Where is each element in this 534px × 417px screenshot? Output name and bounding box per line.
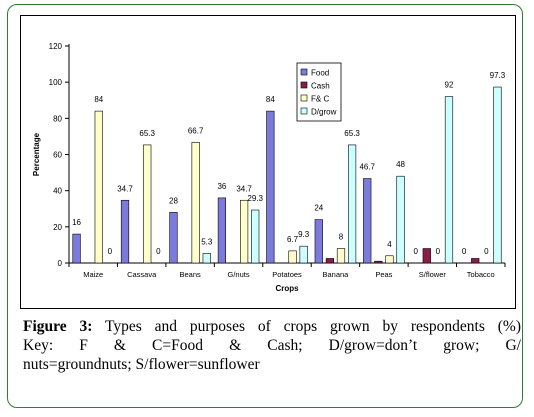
bar xyxy=(299,245,308,264)
data-label: 65.3 xyxy=(344,129,360,138)
bar xyxy=(217,197,227,264)
legend-label: D/grow xyxy=(311,108,337,117)
chart-box: 0 20 40 60 80 100 120 Maize Cassava Beans G/nuts Po… xyxy=(20,15,516,309)
bar xyxy=(444,96,454,264)
figure-frame: 0 20 40 60 80 100 120 Maize Cassava Beans G/nuts Po… xyxy=(7,4,523,408)
bar xyxy=(493,86,502,264)
y-tick-label: 0 xyxy=(58,259,63,268)
data-label: 34.7 xyxy=(236,184,252,193)
data-label: 36 xyxy=(217,182,226,191)
bar xyxy=(347,144,357,264)
caption-title: Types and purposes of crops grown by res… xyxy=(104,318,521,335)
data-label: 0 xyxy=(436,247,441,256)
bar xyxy=(143,144,152,264)
legend-label: F& C xyxy=(311,95,329,104)
figure-label: Figure 3: xyxy=(23,318,93,335)
data-label: 9.3 xyxy=(298,230,310,239)
y-tick-label: 40 xyxy=(53,187,62,196)
data-label: 24 xyxy=(314,204,323,213)
data-label: 92 xyxy=(445,81,454,90)
bar xyxy=(363,178,372,264)
data-label: 0 xyxy=(108,247,113,256)
data-label: 34.7 xyxy=(117,184,133,193)
y-axis-title: Percentage xyxy=(32,132,41,176)
bar xyxy=(288,250,297,264)
legend-label: Food xyxy=(311,69,329,78)
y-tick-label: 100 xyxy=(49,78,63,87)
data-label: 65.3 xyxy=(139,129,155,138)
data-label: 46.7 xyxy=(359,163,375,172)
bar xyxy=(314,219,323,264)
data-label: 84 xyxy=(266,95,275,104)
data-label: 16 xyxy=(72,218,81,227)
bar xyxy=(251,209,260,264)
bar xyxy=(422,248,431,264)
data-label: 8 xyxy=(339,233,344,242)
data-label: 84 xyxy=(94,95,103,104)
x-tick-label: Maize xyxy=(83,270,103,279)
bar xyxy=(374,260,383,264)
bar xyxy=(240,199,249,264)
data-label: 66.7 xyxy=(188,126,204,135)
data-label: 4 xyxy=(387,240,392,249)
data-label: 5.3 xyxy=(201,237,213,246)
y-tick-label: 20 xyxy=(53,223,62,232)
bar xyxy=(336,248,346,264)
legend-label: Cash xyxy=(311,82,330,91)
bar xyxy=(471,258,480,264)
x-axis-title: Crops xyxy=(275,284,299,293)
bar xyxy=(396,175,405,264)
y-tick-label: 120 xyxy=(49,42,63,51)
x-tick-label: S/flower xyxy=(419,270,447,279)
y-tick-label: 80 xyxy=(53,114,62,123)
data-label: 0 xyxy=(413,247,418,256)
bar xyxy=(94,110,103,264)
x-tick-label: G/nuts xyxy=(228,270,250,279)
figure-caption: Figure 3: Types and purposes of crops gr… xyxy=(23,317,521,374)
data-label: 28 xyxy=(169,196,178,205)
legend-swatch xyxy=(300,94,308,102)
data-label: 29.3 xyxy=(247,194,263,203)
x-tick-label: Peas xyxy=(375,270,392,279)
bar xyxy=(385,255,394,264)
bar xyxy=(120,199,130,264)
caption-line-3: nuts=groundnuts; S/flower=sunflower xyxy=(23,356,260,373)
caption-line-1: Figure 3: Types and purposes of crops gr… xyxy=(23,317,521,336)
bar xyxy=(169,212,178,264)
legend-swatch xyxy=(300,81,308,89)
bar xyxy=(202,253,211,264)
caption-line-2: Key: F & C=Food & Cash; D/grow=don’t gro… xyxy=(23,337,521,354)
data-label: 0 xyxy=(462,247,467,256)
x-tick-label: Banana xyxy=(323,270,350,279)
data-label: 6.7 xyxy=(287,235,299,244)
legend-swatch xyxy=(300,68,308,76)
x-tick-label: Tobacco xyxy=(467,270,495,279)
x-tick-label: Cassava xyxy=(127,270,157,279)
data-label: 48 xyxy=(396,160,405,169)
data-label: 0 xyxy=(484,247,489,256)
bar xyxy=(266,110,275,264)
legend-swatch xyxy=(300,107,308,115)
bar xyxy=(72,233,81,264)
data-label: 0 xyxy=(156,247,161,256)
bar xyxy=(325,258,334,264)
data-label: 97.3 xyxy=(490,71,506,80)
x-tick-label: Potatoes xyxy=(272,270,302,279)
bar xyxy=(191,142,200,264)
y-tick-label: 60 xyxy=(53,151,62,160)
x-tick-label: Beans xyxy=(179,270,201,279)
